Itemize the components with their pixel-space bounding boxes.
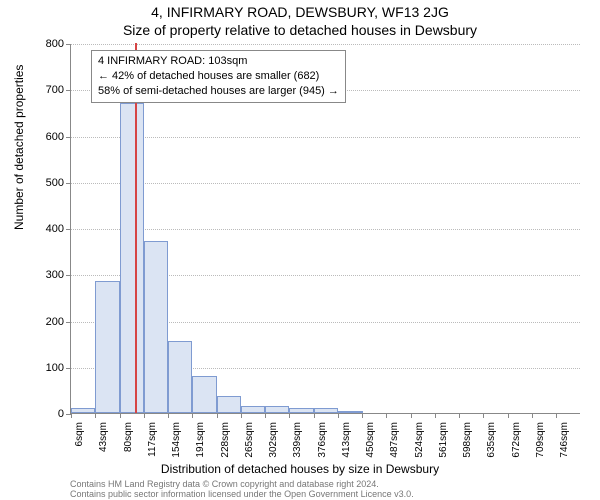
histogram-bar: [192, 376, 216, 413]
x-tick-label: 43sqm: [98, 422, 109, 452]
x-tick-label: 672sqm: [511, 422, 522, 458]
x-tick-label: 413sqm: [341, 422, 352, 458]
x-tick-mark: [508, 413, 509, 418]
y-tick-label: 200: [24, 316, 64, 328]
y-tick-label: 300: [24, 269, 64, 281]
x-tick-label: 746sqm: [559, 422, 570, 458]
y-tick-mark: [66, 90, 71, 91]
x-tick-label: 228sqm: [220, 422, 231, 458]
y-tick-label: 0: [24, 408, 64, 420]
page-subtitle: Size of property relative to detached ho…: [0, 22, 600, 38]
x-tick-mark: [217, 413, 218, 418]
y-tick-mark: [66, 322, 71, 323]
x-tick-mark: [289, 413, 290, 418]
x-tick-mark: [265, 413, 266, 418]
gridline: [71, 137, 580, 138]
gridline: [71, 183, 580, 184]
y-tick-mark: [66, 44, 71, 45]
y-tick-mark: [66, 229, 71, 230]
x-tick-mark: [459, 413, 460, 418]
histogram-bar: [168, 341, 192, 413]
x-tick-label: 302sqm: [268, 422, 279, 458]
y-tick-label: 700: [24, 84, 64, 96]
annotation-line-1: 4 INFIRMARY ROAD: 103sqm: [98, 54, 339, 69]
x-tick-label: 80sqm: [123, 422, 134, 452]
gridline: [71, 229, 580, 230]
x-tick-mark: [95, 413, 96, 418]
property-annotation-box: 4 INFIRMARY ROAD: 103sqm ← 42% of detach…: [91, 50, 346, 103]
x-tick-label: 487sqm: [389, 422, 400, 458]
histogram-bar: [241, 406, 265, 413]
attribution-text: Contains HM Land Registry data © Crown c…: [70, 480, 414, 500]
annotation-line-2: ← 42% of detached houses are smaller (68…: [98, 69, 339, 84]
x-tick-label: 117sqm: [147, 422, 158, 457]
histogram-bar: [120, 103, 144, 413]
histogram-bar: [314, 408, 338, 413]
x-tick-label: 265sqm: [244, 422, 255, 458]
x-axis-label: Distribution of detached houses by size …: [0, 462, 600, 476]
x-tick-mark: [411, 413, 412, 418]
x-tick-label: 191sqm: [195, 422, 206, 458]
y-tick-mark: [66, 183, 71, 184]
y-tick-label: 100: [24, 362, 64, 374]
x-tick-mark: [192, 413, 193, 418]
x-tick-label: 561sqm: [438, 422, 449, 458]
x-tick-mark: [556, 413, 557, 418]
x-tick-mark: [144, 413, 145, 418]
page-title-address: 4, INFIRMARY ROAD, DEWSBURY, WF13 2JG: [0, 4, 600, 20]
x-tick-label: 450sqm: [365, 422, 376, 458]
y-tick-label: 400: [24, 223, 64, 235]
histogram-bar: [144, 241, 168, 414]
annotation-line-3: 58% of semi-detached houses are larger (…: [98, 84, 339, 99]
x-tick-mark: [241, 413, 242, 418]
histogram-plot-area: 4 INFIRMARY ROAD: 103sqm ← 42% of detach…: [70, 44, 580, 414]
y-tick-mark: [66, 137, 71, 138]
histogram-bar: [265, 406, 289, 413]
gridline: [71, 44, 580, 45]
histogram-bar: [338, 411, 362, 413]
x-tick-label: 598sqm: [462, 422, 473, 458]
x-tick-mark: [386, 413, 387, 418]
x-tick-label: 376sqm: [317, 422, 328, 458]
x-tick-label: 709sqm: [535, 422, 546, 458]
histogram-bar: [289, 408, 314, 413]
histogram-bar: [217, 396, 241, 413]
y-tick-label: 800: [24, 38, 64, 50]
x-tick-mark: [483, 413, 484, 418]
x-tick-mark: [338, 413, 339, 418]
x-tick-mark: [532, 413, 533, 418]
histogram-bar: [71, 408, 95, 413]
histogram-bar: [95, 281, 119, 413]
x-tick-mark: [435, 413, 436, 418]
x-tick-label: 154sqm: [171, 422, 182, 458]
y-tick-mark: [66, 368, 71, 369]
x-tick-label: 6sqm: [74, 422, 85, 446]
x-tick-mark: [314, 413, 315, 418]
x-tick-mark: [362, 413, 363, 418]
y-tick-mark: [66, 275, 71, 276]
x-tick-label: 524sqm: [414, 422, 425, 458]
x-tick-label: 635sqm: [486, 422, 497, 458]
x-tick-label: 339sqm: [292, 422, 303, 458]
y-tick-label: 500: [24, 177, 64, 189]
x-tick-mark: [168, 413, 169, 418]
attribution-line-2: Contains public sector information licen…: [70, 490, 414, 500]
x-tick-mark: [120, 413, 121, 418]
y-tick-label: 600: [24, 131, 64, 143]
x-tick-mark: [71, 413, 72, 418]
